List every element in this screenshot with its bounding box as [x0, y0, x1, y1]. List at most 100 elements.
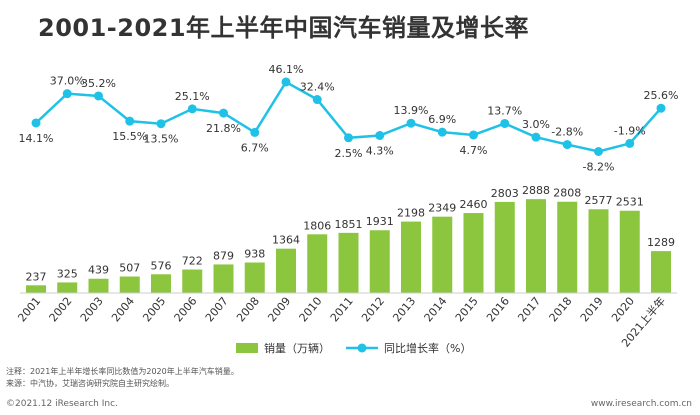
growth-rate-point: [531, 132, 541, 142]
growth-rate-point: [31, 118, 41, 128]
growth-rate-point: [94, 91, 103, 101]
bar: [182, 269, 203, 293]
legend-bar-swatch: [236, 343, 258, 353]
bar-value-label: 1931: [366, 215, 394, 228]
x-tick-label: 2001: [15, 295, 43, 325]
growth-rate-point: [594, 146, 603, 156]
growth-rate-point: [281, 77, 291, 87]
bar: [244, 262, 265, 293]
source-text: 来源：中汽协，艾瑞咨询研究院自主研究绘制。: [6, 379, 174, 388]
growth-rate-label: 6.9%: [428, 113, 456, 126]
bar: [619, 210, 640, 293]
x-tick-label: 2011: [328, 295, 356, 325]
growth-rate-point: [500, 118, 510, 128]
x-tick-label: 2018: [547, 295, 575, 325]
growth-rate-point: [344, 133, 353, 143]
growth-rate-label: 32.4%: [300, 81, 335, 94]
growth-rate-label: 4.3%: [366, 144, 394, 157]
bar-value-label: 879: [213, 249, 234, 262]
bar-value-label: 2577: [585, 194, 613, 207]
x-tick-label: 2017: [515, 295, 543, 325]
growth-rate-label: 21.8%: [206, 122, 241, 135]
growth-rate-point: [62, 89, 72, 99]
x-tick-label: 2012: [359, 295, 387, 325]
x-tick-label: 2010: [297, 295, 325, 325]
bar: [88, 278, 109, 293]
bar-value-label: 2531: [616, 196, 644, 209]
copyright-text: ©2021.12 iResearch Inc.: [6, 399, 118, 409]
bar-value-label: 2808: [553, 187, 581, 200]
bar-value-label: 1851: [335, 218, 363, 231]
bar: [401, 221, 421, 293]
growth-rate-label: 3.0%: [522, 118, 550, 131]
bar-value-label: 439: [88, 264, 109, 277]
legend-line-label: 同比增长率（%）: [384, 341, 471, 355]
x-tick-label: 2005: [140, 295, 168, 325]
x-tick-label: 2004: [109, 295, 137, 325]
bar: [213, 264, 234, 293]
bar: [57, 282, 78, 293]
bar-value-label: 1806: [303, 219, 331, 232]
bar: [557, 201, 578, 293]
x-tick-label: 2008: [234, 295, 262, 325]
x-tick-label: 2007: [203, 295, 231, 325]
growth-rate-point: [125, 116, 135, 126]
bar-value-label: 576: [151, 259, 172, 272]
bar: [276, 248, 296, 293]
x-tick-label: 2020: [609, 295, 637, 325]
x-tick-label: 2002: [47, 295, 75, 325]
legend: 销量（万辆） 同比增长率（%）: [236, 341, 471, 355]
growth-rate-point: [562, 140, 572, 150]
legend-bar-label: 销量（万辆）: [264, 341, 330, 355]
growth-rate-label: 35.2%: [81, 77, 116, 90]
bar: [119, 276, 140, 293]
x-tick-label: 2016: [484, 295, 512, 325]
x-axis-tick-labels: 2001 2002 2003 2004 2005 2006 2007 2008 2009 2010…: [15, 294, 668, 350]
growth-rate-point: [187, 104, 197, 114]
legend-line-marker: [357, 343, 367, 353]
bar: [588, 209, 609, 293]
bar-value-label: 1364: [272, 234, 300, 247]
bar: [463, 213, 484, 293]
growth-rate-points: [31, 77, 666, 156]
bar: [432, 216, 453, 293]
x-tick-label: 2019: [578, 295, 606, 325]
growth-rate-label: 46.1%: [269, 63, 304, 76]
growth-rate-point: [156, 119, 166, 129]
bar: [526, 199, 546, 293]
growth-rate-point: [656, 103, 666, 113]
growth-rate-point: [375, 130, 385, 140]
bar-series: [26, 199, 671, 293]
bar-value-label: 507: [119, 262, 140, 275]
growth-rate-point: [437, 127, 447, 137]
growth-rate-label: 15.5%: [112, 130, 147, 143]
note-text: 注释：2021年上半年增长率同比数值为2020年上半年汽车销量。: [6, 367, 239, 376]
growth-rate-label: 4.7%: [460, 144, 488, 157]
bar-value-label: 938: [244, 248, 265, 261]
bar: [307, 234, 328, 293]
x-tick-label: 2006: [172, 295, 200, 325]
growth-rate-label: 13.5%: [144, 133, 179, 146]
website-text: www.iresearch.com.cn: [590, 399, 692, 409]
bar-value-label: 2198: [397, 207, 425, 220]
growth-rate-label: -2.8%: [551, 126, 583, 139]
bar: [651, 251, 671, 293]
growth-rate-label: 14.1%: [19, 132, 54, 145]
bar-value-label: 2803: [491, 187, 519, 200]
bar: [369, 230, 390, 293]
growth-rate-point: [312, 95, 322, 105]
bar-value-label: 237: [26, 270, 47, 283]
growth-rate-label: 13.9%: [394, 104, 429, 117]
growth-rate-point: [406, 118, 416, 128]
growth-rate-label: 13.7%: [487, 104, 522, 117]
x-tick-label: 2009: [265, 295, 293, 325]
growth-rate-label: 25.6%: [644, 89, 679, 102]
x-tick-label: 2015: [453, 295, 481, 325]
bar-value-label: 325: [57, 267, 78, 280]
x-tick-label: 2013: [390, 295, 418, 325]
growth-rate-label: 2.5%: [335, 147, 363, 160]
growth-rate-label: 37.0%: [50, 75, 85, 88]
bar-value-label: 2888: [522, 184, 550, 197]
